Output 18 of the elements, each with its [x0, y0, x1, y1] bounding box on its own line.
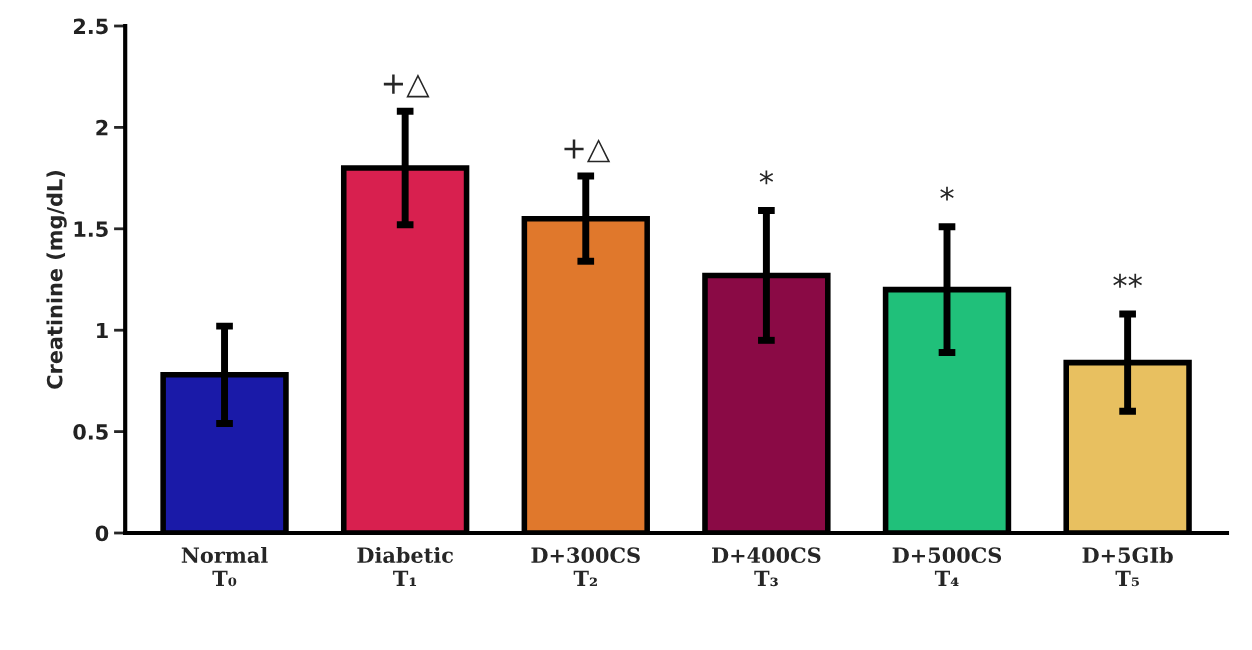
- y-tick-label: 1: [97, 322, 108, 339]
- x-tick-label: D+400CS T₃: [712, 547, 821, 587]
- y-tick-label: 0: [95, 525, 109, 542]
- annotation: *: [759, 170, 774, 185]
- x-tick-label: D+300CS T₂: [531, 547, 640, 587]
- y-tick-label: 1.5: [74, 221, 108, 238]
- annotation: +△: [564, 138, 611, 163]
- x-tick-label: D+500CS T₄: [892, 547, 1002, 587]
- x-tick-label: D+5GIb T₅: [1082, 546, 1173, 587]
- y-tick-label: 2.5: [73, 18, 108, 35]
- annotation: +△: [383, 74, 430, 98]
- y-axis-title: Creatinine (mg/dL): [46, 171, 67, 389]
- y-tick-label: 2: [96, 119, 108, 136]
- x-tick-label: Normal T₀: [181, 546, 268, 587]
- y-tick-label: 0.5: [73, 424, 108, 440]
- annotation: *: [940, 186, 954, 201]
- x-tick-label: Diabetic T₁: [357, 546, 453, 587]
- annotation: **: [1113, 273, 1142, 288]
